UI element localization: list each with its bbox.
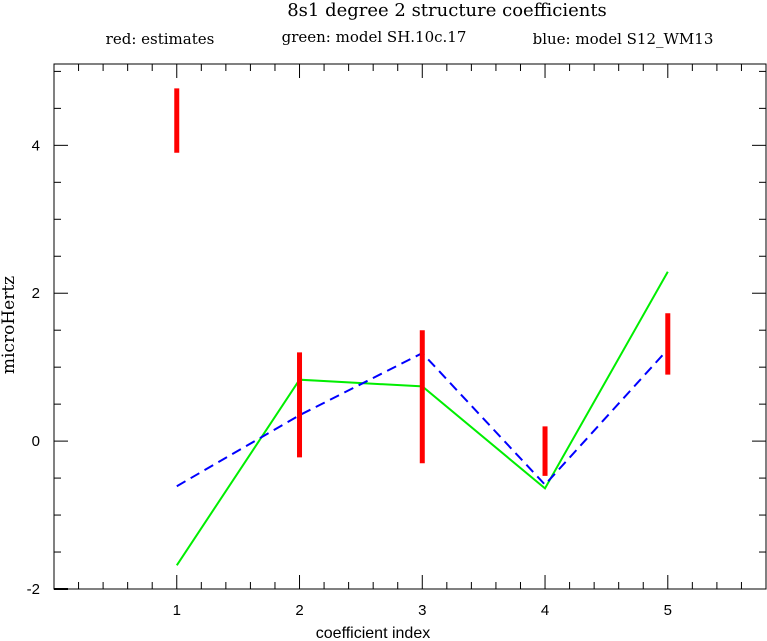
y-tick-label: 4: [32, 137, 40, 154]
major-ticks: [54, 64, 766, 590]
x-tick-label: 1: [173, 602, 181, 619]
x-tick-label: 5: [664, 602, 672, 619]
x-tick-label: 2: [295, 602, 303, 619]
y-tick-label: 0: [32, 433, 40, 450]
y-tick-label: 2: [32, 285, 40, 302]
x-tick-labels: 1 2 3 4 5: [173, 602, 672, 619]
error-bars: [174, 88, 671, 476]
y-tick-labels: -2 0 2 4: [27, 137, 40, 598]
x-tick-label: 4: [541, 602, 549, 619]
y-axis-label: microHertz: [0, 276, 19, 374]
x-tick-label: 3: [418, 602, 426, 619]
x-axis-label: coefficient index: [316, 625, 430, 641]
minor-ticks: [54, 64, 766, 589]
plot-frame: [53, 63, 767, 590]
legend-estimates: red: estimates: [106, 30, 215, 48]
chart-title: 8s1 degree 2 structure coefficients: [287, 0, 607, 21]
y-tick-label: -2: [27, 581, 40, 598]
legend-model-sh10c17: green: model SH.10c.17: [282, 28, 467, 46]
legend-model-s12wm13: blue: model S12_WM13: [533, 30, 714, 48]
